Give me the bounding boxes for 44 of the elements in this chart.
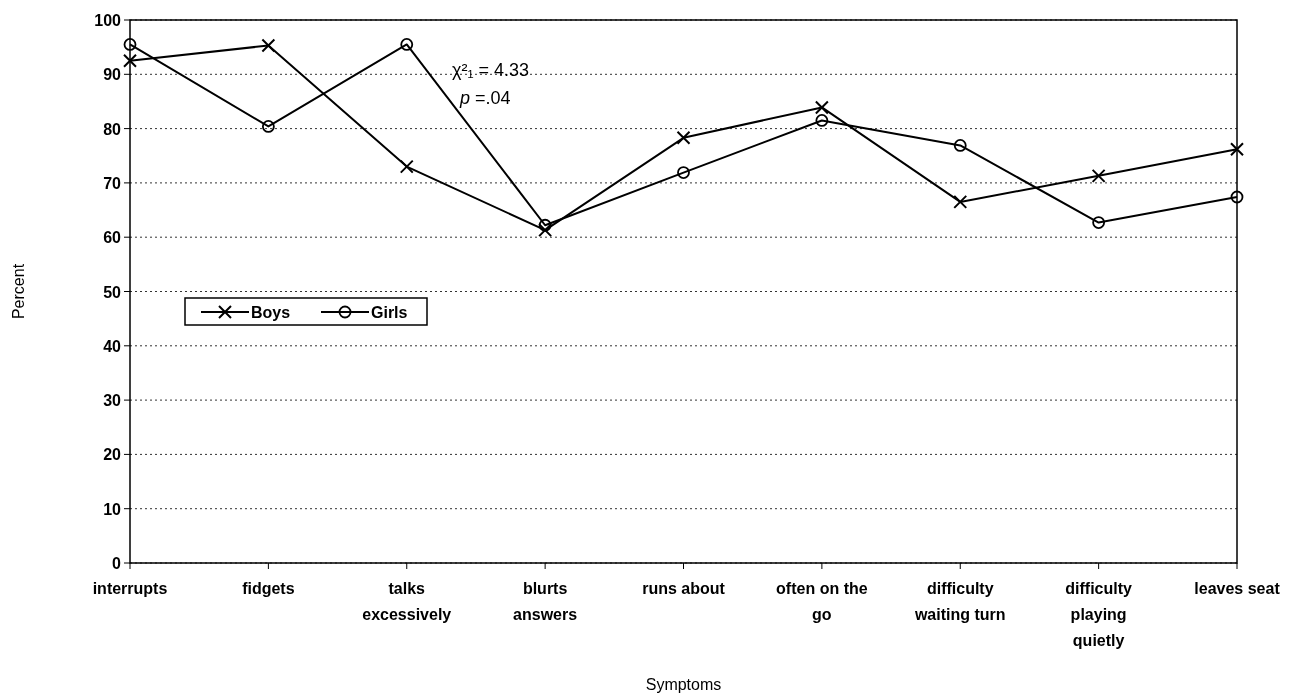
x-tick-label: blurts answers bbox=[513, 580, 578, 623]
point bbox=[1092, 216, 1106, 229]
point bbox=[123, 53, 137, 68]
y-tick-label: 80 bbox=[103, 120, 122, 138]
point bbox=[1230, 142, 1244, 157]
point bbox=[953, 194, 968, 209]
point bbox=[953, 139, 967, 152]
y-tick-label: 90 bbox=[103, 66, 122, 84]
point bbox=[123, 38, 137, 51]
y-tick-label: 100 bbox=[94, 12, 122, 29]
y-tick-label: 30 bbox=[103, 392, 122, 410]
point bbox=[814, 100, 829, 115]
x-axis-title: Symptoms bbox=[645, 676, 722, 693]
point bbox=[676, 130, 691, 145]
point bbox=[399, 159, 414, 174]
point bbox=[815, 114, 829, 127]
point bbox=[538, 223, 553, 238]
x-tick-label: leaves seat bbox=[1194, 580, 1281, 597]
annotation: χ²₁ = 4.33 bbox=[452, 60, 530, 80]
annotation: p =.04 bbox=[459, 88, 511, 108]
point bbox=[538, 218, 552, 232]
point bbox=[1091, 168, 1106, 183]
y-tick-label: 60 bbox=[103, 229, 122, 247]
point bbox=[1230, 190, 1244, 204]
point bbox=[261, 38, 276, 53]
y-tick-label: 10 bbox=[103, 500, 122, 518]
y-tick-label: 50 bbox=[103, 283, 122, 301]
y-tick-label: 70 bbox=[103, 174, 122, 192]
legend-label: Boys bbox=[251, 304, 291, 321]
x-tick-label: fidgets bbox=[242, 580, 295, 597]
y-axis-title: Percent bbox=[10, 263, 27, 320]
y-tick-label: 0 bbox=[112, 555, 122, 572]
legend-label: Girls bbox=[371, 304, 408, 321]
x-tick-label: talks excessively bbox=[362, 580, 452, 623]
x-tick-label: often on the go bbox=[776, 580, 868, 623]
x-tick-label: difficulty playing quietly bbox=[1065, 580, 1133, 649]
x-tick-label: runs about bbox=[642, 580, 726, 597]
point bbox=[261, 120, 275, 133]
y-tick-label: 20 bbox=[103, 446, 122, 464]
x-tick-label: difficulty waiting turn bbox=[913, 580, 1006, 623]
point bbox=[677, 166, 690, 179]
point bbox=[400, 38, 414, 51]
y-tick-label: 40 bbox=[103, 337, 122, 355]
x-tick-label: interrupts bbox=[92, 580, 168, 597]
